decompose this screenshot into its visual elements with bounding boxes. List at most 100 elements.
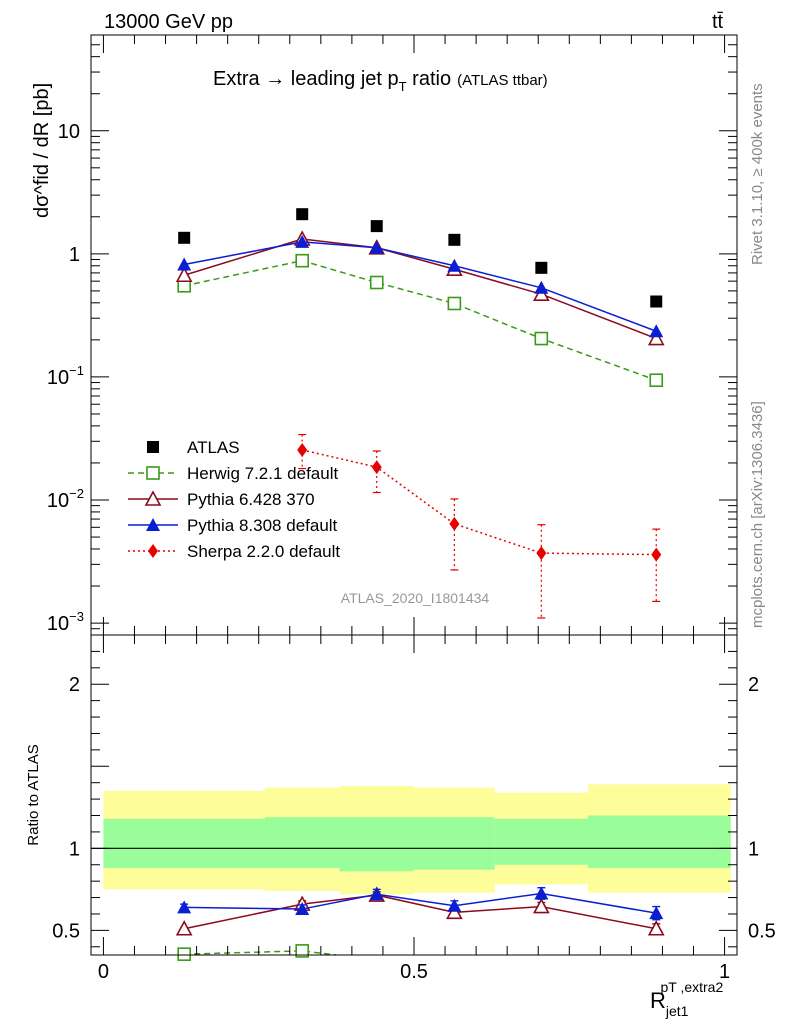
main-ylabel-text: dσ^fid / dR [pb] bbox=[31, 83, 53, 218]
ratio-point-pythia6 bbox=[647, 920, 665, 936]
legend-marker-herwig bbox=[146, 466, 160, 480]
title-extra: (ATLAS ttbar) bbox=[457, 72, 548, 89]
title-main: Extra → leading jet p bbox=[213, 68, 399, 90]
main-plot-content bbox=[175, 208, 665, 619]
main-ytick-exp: −3 bbox=[69, 609, 84, 624]
series-line-pythia8 bbox=[184, 241, 657, 332]
ratio-point-pythia6 bbox=[532, 897, 550, 914]
ratio-ylabel-text: Ratio to ATLAS bbox=[25, 744, 42, 845]
main-ytick-label: 10−1 bbox=[47, 363, 84, 389]
uncertainty-band-inner bbox=[103, 818, 265, 869]
ratio-point-pythia6 bbox=[446, 903, 463, 920]
legend-label-sherpa: Sherpa 2.2.0 default bbox=[187, 542, 340, 561]
title-suffix: ratio bbox=[407, 68, 451, 90]
data-point-herwig bbox=[447, 296, 462, 311]
process-label: tt̄ bbox=[712, 11, 724, 33]
data-point-pythia8 bbox=[649, 324, 664, 338]
series-line-sherpa bbox=[302, 449, 657, 556]
data-point-pythia6 bbox=[175, 266, 193, 283]
ratio-point-pythia8 bbox=[447, 898, 462, 912]
ratio-plot-content bbox=[91, 784, 737, 961]
ratio-ytick-label-left: 1 bbox=[69, 838, 80, 860]
ratio-point-pythia6 bbox=[175, 920, 193, 936]
mcplots-label: mcplots.cern.ch [arXiv:1306.3436] bbox=[749, 401, 766, 628]
legend-marker-atlas bbox=[147, 441, 159, 453]
ratio-line-pythia8 bbox=[184, 892, 657, 914]
main-ytick-exp: −1 bbox=[69, 363, 84, 378]
ratio-point-herwig bbox=[177, 947, 191, 961]
title-sub: T bbox=[399, 79, 407, 94]
ratio-xlabel: Rjet1 pT ,extra2 bbox=[650, 979, 723, 1019]
analysis-id: ATLAS_2020_I1801434 bbox=[341, 590, 490, 606]
xlabel-sub: jet1 bbox=[665, 1003, 689, 1019]
uncertainty-band-inner bbox=[587, 815, 731, 869]
main-ytick-label: 10 bbox=[58, 121, 80, 143]
data-point-sherpa bbox=[536, 546, 547, 561]
main-ytick-base: 10 bbox=[58, 121, 80, 143]
main-ytick-base: 10 bbox=[47, 367, 69, 389]
ratio-xtick-label: 1 bbox=[719, 961, 730, 983]
data-point-atlas bbox=[178, 231, 191, 244]
legend-label-atlas: ATLAS bbox=[187, 438, 240, 457]
ratio-ylabel: Ratio to ATLAS bbox=[25, 744, 42, 845]
legend-label-pythia6: Pythia 6.428 370 bbox=[187, 490, 315, 509]
main-ytick-base: 10 bbox=[47, 613, 69, 635]
data-point-herwig bbox=[369, 275, 384, 290]
data-point-sherpa bbox=[371, 460, 382, 475]
data-point-atlas bbox=[296, 208, 309, 221]
data-point-pythia8 bbox=[295, 234, 310, 248]
main-ylabel: dσ^fid / dR [pb] bbox=[31, 83, 53, 218]
ratio-ytick-label-right: 1 bbox=[748, 838, 759, 860]
data-point-herwig bbox=[649, 373, 664, 388]
data-point-atlas bbox=[370, 220, 383, 233]
ratio-point-herwig bbox=[295, 944, 309, 958]
data-point-pythia8 bbox=[177, 257, 192, 271]
legend-marker-sherpa bbox=[148, 544, 158, 558]
main-ytick-label: 10−3 bbox=[47, 609, 84, 635]
uncertainty-band-inner bbox=[494, 818, 588, 865]
legend: ATLAS Herwig 7.2.1 default Pythia 6.428 37… bbox=[128, 438, 340, 561]
mcplots-label-group: mcplots.cern.ch [arXiv:1306.3436] bbox=[749, 401, 766, 628]
data-point-pythia8 bbox=[534, 280, 549, 294]
data-point-sherpa bbox=[651, 547, 662, 562]
data-point-herwig bbox=[295, 253, 309, 268]
ratio-xtick-label: 0 bbox=[98, 961, 109, 983]
ratio-line-herwig bbox=[184, 950, 337, 956]
ratio-ytick-label-right: 2 bbox=[748, 674, 759, 696]
data-point-herwig bbox=[534, 331, 549, 346]
ratio-point-pythia8 bbox=[649, 906, 664, 920]
plot-title: Extra → leading jet pT ratio (ATLAS ttbar… bbox=[213, 68, 548, 94]
rivet-label: Rivet 3.1.10, ≥ 400k events bbox=[749, 83, 766, 265]
data-point-atlas bbox=[535, 261, 548, 274]
data-point-pythia8 bbox=[447, 258, 462, 272]
main-ytick-label: 10−2 bbox=[47, 486, 84, 512]
uncertainty-band-inner bbox=[414, 817, 495, 870]
data-point-atlas bbox=[448, 233, 461, 246]
main-ytick-base: 1 bbox=[69, 244, 80, 266]
legend-label-pythia8: Pythia 8.308 default bbox=[187, 516, 338, 535]
legend-marker-pythia8 bbox=[146, 518, 160, 531]
data-point-sherpa bbox=[297, 442, 308, 457]
data-point-atlas bbox=[650, 295, 663, 308]
legend-marker-pythia6 bbox=[144, 490, 162, 506]
series-line-pythia6 bbox=[183, 238, 657, 340]
xlabel-sup: pT ,extra2 bbox=[660, 979, 723, 995]
ratio-point-pythia8 bbox=[369, 887, 384, 901]
ratio-ytick-label-left: 2 bbox=[69, 674, 80, 696]
main-ytick-label: 1 bbox=[69, 244, 80, 266]
energy-label: 13000 GeV pp bbox=[104, 11, 233, 33]
xlabel-main: R bbox=[650, 988, 666, 1013]
data-point-pythia8 bbox=[369, 240, 384, 254]
rivet-label-group: Rivet 3.1.10, ≥ 400k events bbox=[749, 83, 766, 265]
main-ytick-base: 10 bbox=[47, 490, 69, 512]
ratio-axes: 2 2 1 1 0.5 0.5 0 0.5 1 bbox=[52, 634, 776, 983]
uncertainty-band-inner bbox=[264, 817, 340, 869]
data-point-pythia6 bbox=[647, 329, 665, 346]
ratio-xtick-label: 0.5 bbox=[400, 961, 428, 983]
data-point-sherpa bbox=[449, 516, 460, 531]
ratio-ytick-label-left: 0.5 bbox=[52, 920, 80, 942]
ratio-point-pythia8 bbox=[295, 902, 310, 916]
